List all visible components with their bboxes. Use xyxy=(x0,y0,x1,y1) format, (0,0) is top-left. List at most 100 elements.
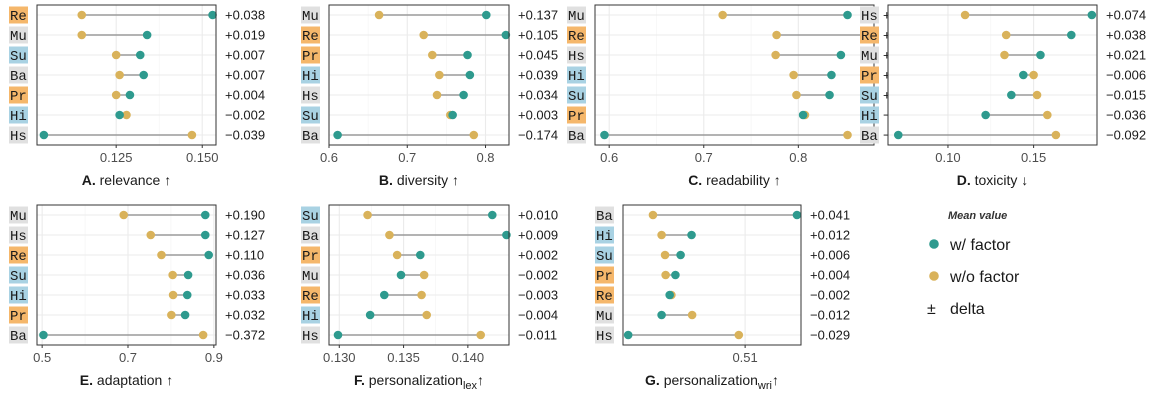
point-with-factor xyxy=(459,90,468,100)
category-label-background xyxy=(301,126,320,144)
point-with-factor xyxy=(827,70,836,80)
panel-title-arrow: ↑ xyxy=(770,172,781,188)
category-label: Ba xyxy=(10,329,27,345)
delta-value: −0.004 xyxy=(518,308,558,323)
delta-value: −0.003 xyxy=(518,288,558,303)
category-label: Hs xyxy=(10,229,27,245)
legend: Mean value w/ factor w/o factor ± delta xyxy=(927,210,1020,318)
category-label-background xyxy=(9,306,28,324)
point-without-factor xyxy=(119,210,129,220)
category-label: Su xyxy=(596,249,613,265)
category-label-background xyxy=(860,26,879,44)
legend-key-without-factor xyxy=(929,271,939,281)
panel-title-metric: readability xyxy=(706,172,770,188)
category-label: Pr xyxy=(861,69,878,85)
point-without-factor xyxy=(428,50,437,60)
point-with-factor xyxy=(1007,90,1016,100)
point-with-factor xyxy=(333,130,342,140)
category-label-background xyxy=(301,66,320,84)
category-label-background xyxy=(301,226,320,244)
category-label-background xyxy=(860,86,879,104)
point-without-factor xyxy=(198,330,208,340)
point-with-factor xyxy=(893,130,903,140)
point-with-factor xyxy=(139,70,149,80)
point-with-factor xyxy=(501,30,511,40)
category-label-background xyxy=(301,46,320,64)
point-with-factor xyxy=(142,30,152,40)
point-with-factor xyxy=(365,310,375,320)
category-label-background xyxy=(301,326,320,344)
delta-value: +0.012 xyxy=(810,228,850,243)
panel-a: Re +0.038 Mu +0.019 Su +0.007 Ba +0.007 Pr +0.004… xyxy=(9,4,265,188)
delta-value: +0.105 xyxy=(518,28,558,43)
category-label-background xyxy=(595,266,614,284)
delta-value: +0.036 xyxy=(225,268,265,283)
category-label-background xyxy=(567,126,586,144)
category-label-background xyxy=(595,286,614,304)
x-tick-label: 0.8 xyxy=(789,150,807,165)
delta-value: −0.012 xyxy=(810,308,850,323)
x-tick-label: 0.7 xyxy=(119,350,137,365)
category-label: Hi xyxy=(861,109,878,125)
x-tick-label: 0.8 xyxy=(476,150,494,165)
point-without-factor xyxy=(168,290,178,300)
point-with-factor xyxy=(465,70,475,80)
point-without-factor xyxy=(435,70,444,80)
point-with-factor xyxy=(39,130,49,140)
panel-f: Su +0.010 Ba +0.009 Pr +0.002 Mu −0.002 Re −0.003… xyxy=(301,204,558,392)
point-without-factor xyxy=(476,330,486,340)
category-label-background xyxy=(9,46,28,64)
category-label: Mu xyxy=(596,309,613,325)
category-label: Hi xyxy=(302,69,319,85)
category-label-background xyxy=(9,86,28,104)
point-without-factor xyxy=(111,90,121,100)
category-label: Su xyxy=(10,49,27,65)
panel-title: B. diversity ↑ xyxy=(379,172,459,188)
category-label-background xyxy=(9,286,28,304)
delta-value: −0.039 xyxy=(225,128,265,143)
x-tick-label: 0.150 xyxy=(186,150,219,165)
point-with-factor xyxy=(843,10,852,20)
category-label: Ba xyxy=(302,229,319,245)
point-with-factor xyxy=(115,110,124,120)
category-label-background xyxy=(595,306,614,324)
panel-title-subscript: wri xyxy=(757,380,772,392)
point-without-factor xyxy=(960,10,970,20)
category-label: Re xyxy=(302,289,319,305)
point-with-factor xyxy=(125,90,135,100)
category-label-background xyxy=(301,306,320,324)
point-with-factor xyxy=(623,330,633,340)
panel-title: E. adaptation ↑ xyxy=(80,372,173,388)
legend-label-delta: delta xyxy=(950,301,985,318)
category-label-background xyxy=(301,86,320,104)
category-label-background xyxy=(595,246,614,264)
category-label-background xyxy=(567,6,586,24)
panel-e: Mu +0.190 Hs +0.127 Re +0.110 Su +0.036 Hi +0.033… xyxy=(9,204,265,388)
x-tick-label: 0.140 xyxy=(452,350,485,365)
category-label: Hi xyxy=(596,229,613,245)
point-with-factor xyxy=(204,250,214,260)
category-label: Ba xyxy=(10,69,27,85)
x-tick-label: 0.5 xyxy=(33,350,51,365)
delta-value: +0.004 xyxy=(810,268,850,283)
category-label: Re xyxy=(302,29,319,45)
legend-label-without-factor: w/o factor xyxy=(949,269,1020,286)
point-with-factor xyxy=(200,210,210,220)
category-label: Re xyxy=(861,29,878,45)
delta-value: +0.007 xyxy=(225,68,265,83)
category-label: Su xyxy=(302,109,319,125)
category-label-background xyxy=(9,6,28,24)
point-without-factor xyxy=(772,30,781,40)
point-without-factor xyxy=(392,250,402,260)
panel-title-metric: toxicity xyxy=(975,172,1018,188)
point-with-factor xyxy=(200,230,210,240)
point-with-factor xyxy=(981,110,990,120)
category-label: Mu xyxy=(861,49,878,65)
x-tick-label: 0.125 xyxy=(100,150,133,165)
panel-title: A. relevance ↑ xyxy=(82,172,171,188)
category-label: Mu xyxy=(568,9,585,25)
panel-title-metric: relevance xyxy=(100,172,161,188)
category-label: Hs xyxy=(302,329,319,345)
delta-value: +0.033 xyxy=(225,288,265,303)
delta-value: +0.009 xyxy=(518,228,558,243)
